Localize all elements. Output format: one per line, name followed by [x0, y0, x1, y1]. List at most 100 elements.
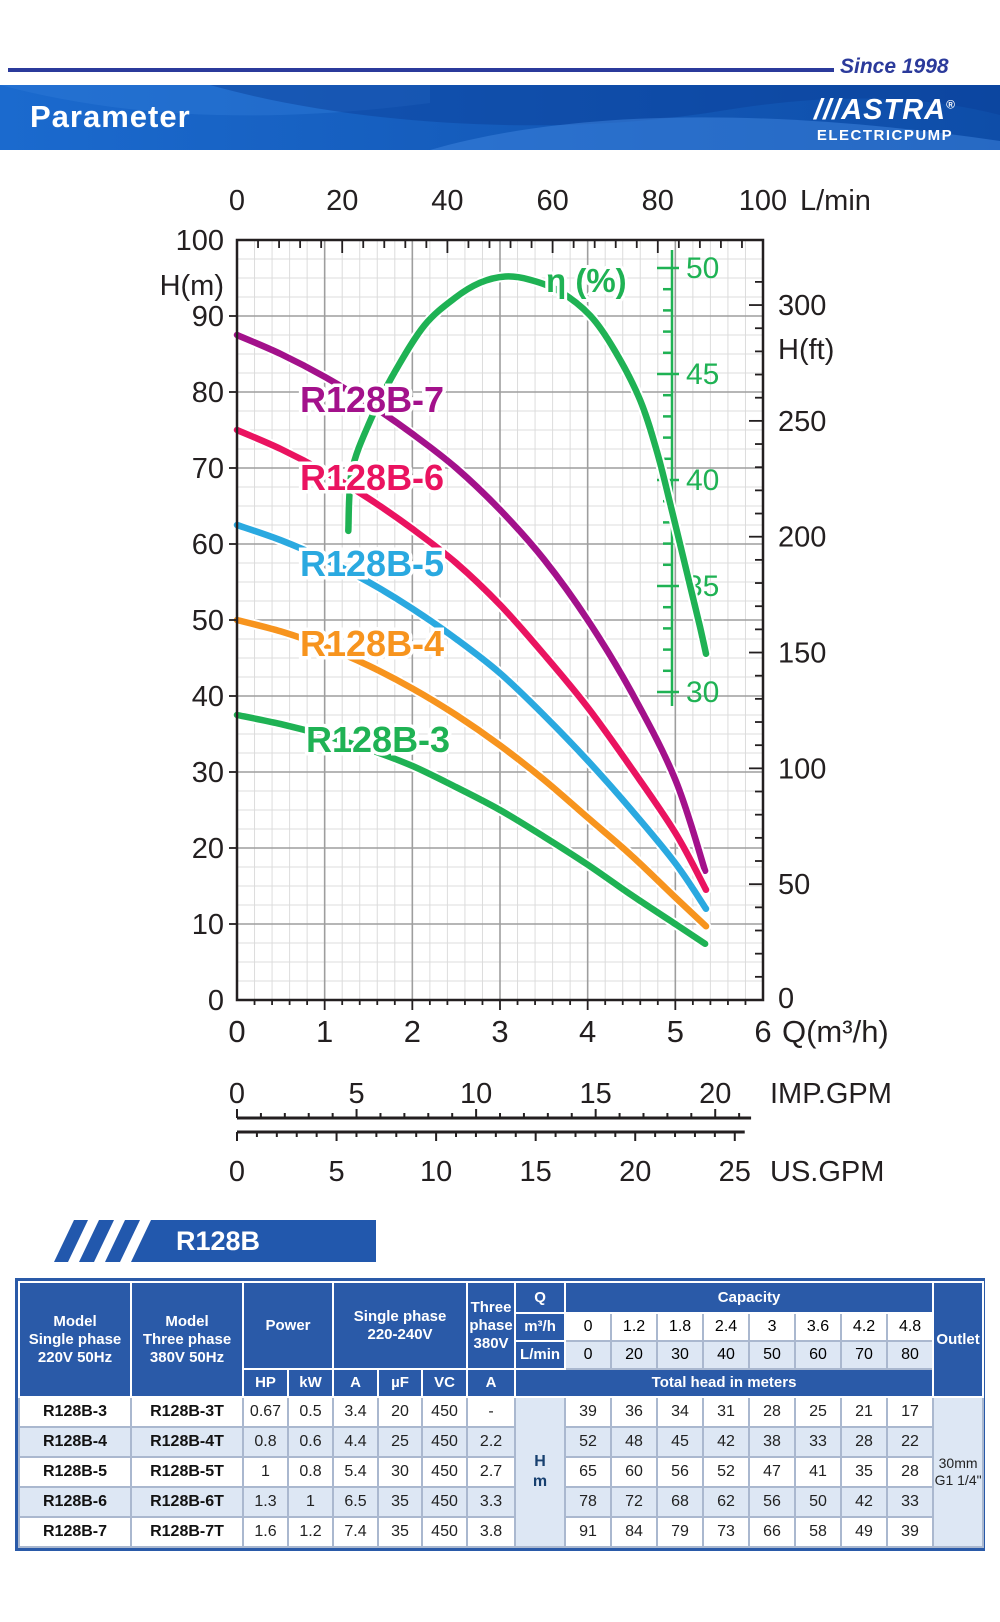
banner-wave-dark	[210, 85, 1000, 126]
amps-cell: 4.4	[332, 1426, 380, 1458]
kw-cell: 1	[286, 1486, 335, 1518]
bottom-axis-tick-label: 1	[316, 1014, 333, 1049]
us-gpm-tick-label: 10	[420, 1156, 452, 1188]
amps-cell: 3.4	[332, 1396, 380, 1428]
capacity-lmin-value: 60	[794, 1340, 843, 1370]
series-banner-label: R128B	[176, 1226, 260, 1256]
right-axis-tick-label: 150	[778, 638, 826, 670]
axis-ticks	[229, 240, 763, 1010]
spec-row-r128b-7: R128B-7 R128B-7T 1.6 1.2 7.4 35 450 3.8 91 84 79 73…	[18, 1516, 983, 1548]
right-axis-tick-label: 300	[778, 290, 826, 322]
brand-logo: ///ASTRA® ELECTRICPUMP	[790, 94, 980, 144]
head-value-cell: 60	[610, 1456, 659, 1488]
capacity-m3h-value: 3.6	[794, 1312, 843, 1342]
curve-label-r128b-5: R128B-5	[300, 543, 444, 584]
curve-r128b-3	[233, 711, 709, 948]
top-axis-tick-label: 80	[642, 185, 674, 217]
hp-cell: 0.8	[242, 1426, 289, 1458]
banner-wave-light	[0, 85, 430, 116]
model-three-cell: R128B-3T	[130, 1396, 244, 1428]
eta-tick-label: 40	[686, 464, 719, 497]
uf-cell: 35	[377, 1516, 424, 1548]
us-gpm-tick-label: 20	[619, 1156, 651, 1188]
capacity-lmin-value: 30	[656, 1340, 705, 1370]
amps-cell: 5.4	[332, 1456, 380, 1488]
head-value-cell: 78	[564, 1486, 613, 1518]
amps-three-cell: 3.8	[466, 1516, 517, 1548]
us-gpm-tick-label: 15	[520, 1156, 552, 1188]
head-value-cell: 17	[886, 1396, 935, 1428]
left-axis-title: H(m)	[160, 270, 224, 302]
brand-name: ///ASTRA®	[814, 94, 956, 126]
registered-mark: ®	[946, 97, 956, 112]
left-axis-tick-label: 10	[192, 909, 224, 941]
brand-slashes-icon: ///	[814, 94, 842, 126]
capacity-m3h-row: m³/h 0 1.2 1.8 2.4 3 3.6 4.2 4.8	[19, 1312, 983, 1342]
right-axis-tick-label: 0	[778, 983, 794, 1015]
uf-cell: 30	[377, 1456, 424, 1488]
head-value-cell: 66	[748, 1516, 797, 1548]
unit-kw: kW	[286, 1368, 335, 1398]
left-axis-tick-label: 60	[192, 529, 224, 561]
bottom-axis-tick-label: 6	[754, 1014, 771, 1049]
uf-cell: 20	[377, 1396, 424, 1428]
us-gpm-tick-label: 25	[719, 1156, 751, 1188]
spec-table-body: R128B-3 R128B-3T 0.67 0.5 3.4 20 450- H m 39 36 34…	[18, 1396, 985, 1548]
bottom-axis-tick-label: 4	[579, 1014, 596, 1049]
left-axis-tick-label: 30	[192, 757, 224, 789]
head-value-cell: 58	[794, 1516, 843, 1548]
capacity-m3h-value: 0	[564, 1312, 613, 1342]
head-value-cell: 31	[702, 1396, 751, 1428]
total-head-label: Total head in meters	[514, 1368, 935, 1398]
left-axis-tick-label: 70	[192, 453, 224, 485]
uf-cell: 35	[377, 1486, 424, 1518]
top-axis-tick-label: 100	[739, 185, 787, 217]
imp-gpm-tick-label: 0	[229, 1078, 245, 1110]
capacity-m3h-value: 4.8	[886, 1312, 935, 1342]
capacity-m3h-value: 1.8	[656, 1312, 705, 1342]
capacity-lmin-value: 20	[610, 1340, 659, 1370]
us-gpm-tick-label: 5	[328, 1156, 344, 1188]
capacity-m3h-value: 4.2	[840, 1312, 889, 1342]
left-axis-tick-label: 40	[192, 681, 224, 713]
top-axis-tick-label: 20	[326, 185, 358, 217]
imp-gpm-title: IMP.GPM	[770, 1078, 892, 1110]
model-single-cell: R128B-4	[18, 1426, 132, 1458]
head-value-cell: 52	[564, 1426, 613, 1458]
head-value-cell: 28	[748, 1396, 797, 1428]
curve-label-r128b-3: R128B-3	[306, 719, 450, 760]
head-value-cell: 22	[886, 1426, 935, 1458]
capacity-lmin-row: L/min 0 20 30 40 50 60 70 80	[19, 1340, 983, 1370]
amps-three-cell: 2.7	[466, 1456, 517, 1488]
head-value-cell: 39	[564, 1396, 613, 1428]
model-single-cell: R128B-3	[18, 1396, 132, 1428]
kw-cell: 0.5	[286, 1396, 335, 1428]
unit-uf: µF	[377, 1368, 424, 1398]
head-value-cell: 79	[656, 1516, 705, 1548]
kw-cell: 0.6	[286, 1426, 335, 1458]
spec-row-r128b-5: R128B-5 R128B-5T 1 0.8 5.4 30 450 2.7 65 60 56 52 47…	[18, 1456, 983, 1488]
vc-cell: 450	[421, 1456, 469, 1488]
unit-a-three: A	[466, 1368, 517, 1398]
col-three-phase: Three phase 380V	[466, 1281, 517, 1370]
bottom-axis-tick-label: 3	[491, 1014, 508, 1049]
col-q: Q	[514, 1281, 567, 1314]
capacity-m3h-value: 2.4	[702, 1312, 751, 1342]
head-value-cell: 21	[840, 1396, 889, 1428]
header-rule	[8, 68, 834, 72]
spec-row-r128b-4: R128B-4 R128B-4T 0.8 0.6 4.4 25 450 2.2 52 48 45 42…	[18, 1426, 983, 1458]
curve-label-r128b-4: R128B-4	[300, 623, 444, 664]
left-axis-tick-label: 20	[192, 833, 224, 865]
kw-cell: 0.8	[286, 1456, 335, 1488]
head-unit-cell: H m	[514, 1396, 567, 1548]
efficiency-curve	[345, 273, 710, 658]
bottom-axis-tick-label: 0	[228, 1014, 245, 1049]
bottom-axis-title: Q(m³/h)	[782, 1014, 889, 1049]
head-value-cell: 39	[886, 1516, 935, 1548]
head-value-cell: 42	[702, 1426, 751, 1458]
col-outlet: Outlet	[932, 1281, 985, 1398]
left-axis-tick-label: 90	[192, 301, 224, 333]
amps-cell: 7.4	[332, 1516, 380, 1548]
capacity-lmin-value: 40	[702, 1340, 751, 1370]
